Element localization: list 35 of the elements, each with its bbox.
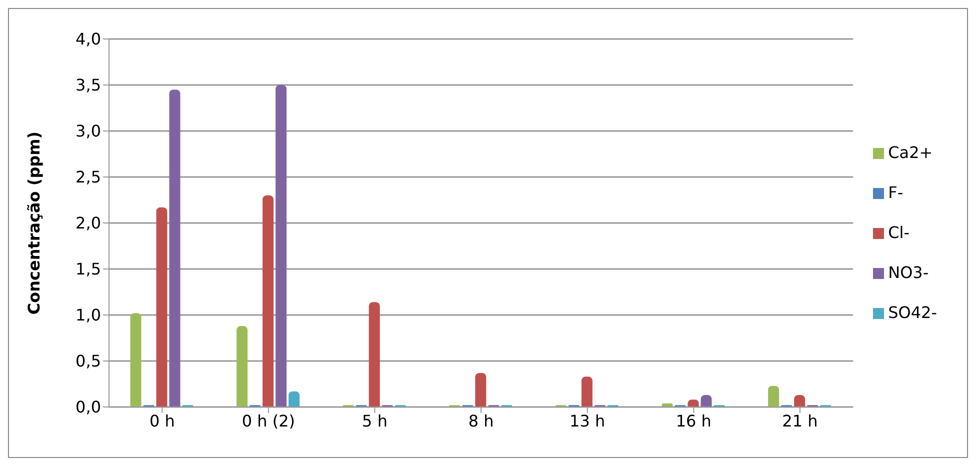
y-tick-label: 1,0 <box>76 306 101 325</box>
bar <box>169 90 180 407</box>
bar <box>276 85 287 407</box>
bar <box>368 302 380 407</box>
bar <box>288 391 300 407</box>
legend-label: NO3- <box>888 263 929 282</box>
x-tick-label: 8 h <box>468 411 494 430</box>
legend-label: Cl- <box>888 223 910 242</box>
y-tick-label: 2,5 <box>76 168 101 187</box>
y-tick-label: 1,5 <box>76 260 101 279</box>
bar <box>156 207 168 407</box>
x-tick-label: 0 h (2) <box>242 411 296 430</box>
bar <box>700 395 712 407</box>
bar <box>794 395 806 407</box>
bar <box>262 195 274 407</box>
y-tick-label: 2,0 <box>76 214 101 233</box>
x-tick-label: 13 h <box>570 411 606 430</box>
x-tick-label: 0 h <box>149 411 175 430</box>
y-tick-label: 4,0 <box>76 30 101 49</box>
y-tick-label: 0,0 <box>76 398 101 417</box>
legend-label: Ca2+ <box>888 143 933 162</box>
y-tick-label: 0,5 <box>76 352 101 371</box>
bar <box>236 326 248 407</box>
x-tick-label: 16 h <box>676 411 712 430</box>
y-tick-label: 3,5 <box>76 76 101 95</box>
y-axis-title: Concentração (ppm) <box>24 131 44 315</box>
bar <box>475 372 486 407</box>
bar <box>130 313 142 407</box>
y-tick-label: 3,0 <box>76 122 101 141</box>
bar <box>581 376 592 407</box>
x-tick-label: 21 h <box>782 411 818 430</box>
legend-label: SO42- <box>888 303 937 322</box>
bar <box>768 386 780 407</box>
legend-label: F- <box>888 183 904 202</box>
x-tick-label: 5 h <box>362 411 388 430</box>
